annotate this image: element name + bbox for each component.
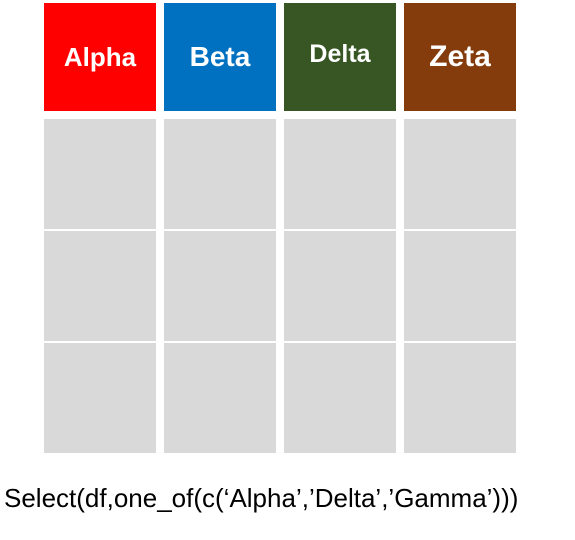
- grid-cell: [164, 231, 276, 341]
- grid-cell: [404, 231, 516, 341]
- column-header-alpha: Alpha: [44, 3, 156, 111]
- grid-cell: [284, 343, 396, 453]
- code-caption: Select(df,one_of(c(‘Alpha’,’Delta’,’Gamm…: [4, 483, 519, 513]
- grid-cell: [44, 231, 156, 341]
- grid-cell: [164, 119, 276, 229]
- grid-cell: [44, 343, 156, 453]
- column-header-label: Beta: [189, 41, 251, 72]
- grid-cell: [404, 343, 516, 453]
- column-header-label: Zeta: [429, 40, 491, 73]
- grid-cell: [44, 119, 156, 229]
- column-header-zeta: Zeta: [404, 3, 516, 111]
- grid-cell: [404, 119, 516, 229]
- grid-cell: [284, 119, 396, 229]
- column-header-delta: Delta: [284, 3, 396, 111]
- column-header-beta: Beta: [164, 3, 276, 111]
- grid-cell: [164, 343, 276, 453]
- column-header-label: Alpha: [63, 42, 137, 72]
- grid-cell: [284, 231, 396, 341]
- column-header-label: Delta: [309, 39, 371, 68]
